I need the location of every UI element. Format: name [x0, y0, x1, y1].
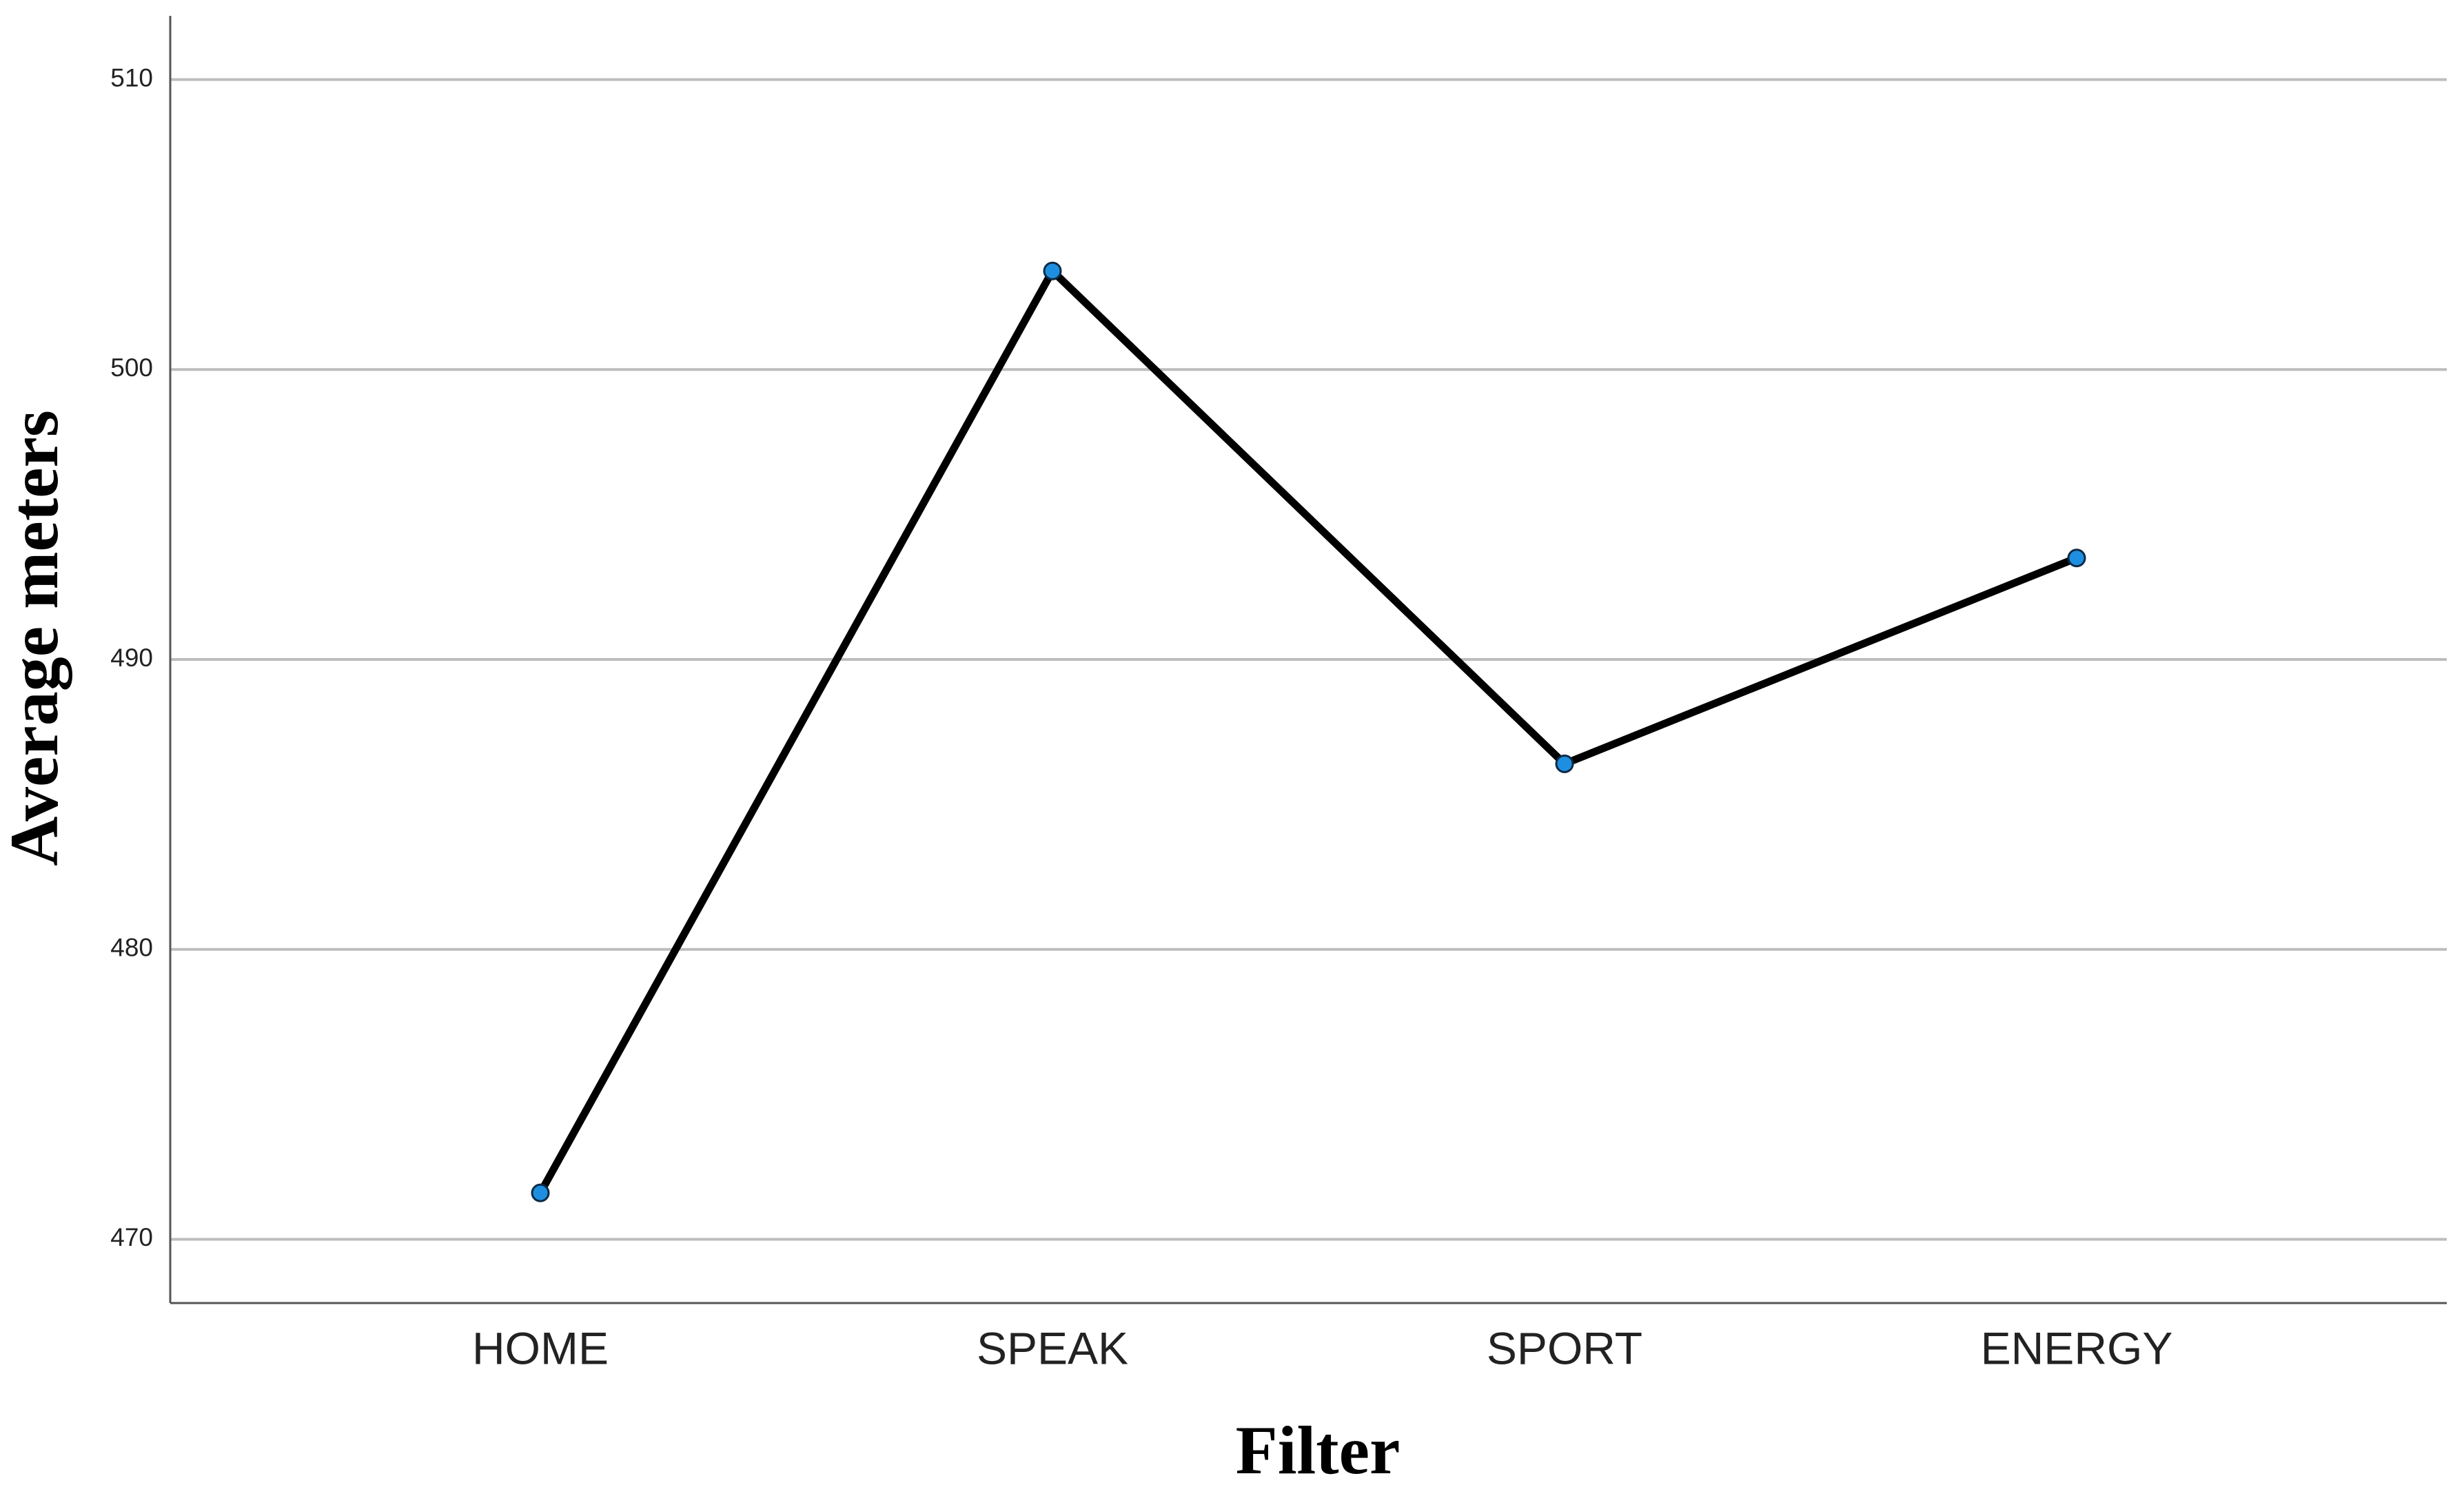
y-tick-label: 500: [110, 353, 153, 382]
y-tick-label: 490: [110, 644, 153, 672]
y-axis-title: Average meters: [0, 410, 72, 866]
x-tick-label: ENERGY: [1981, 1322, 2173, 1373]
y-tick-label: 470: [110, 1223, 153, 1251]
x-tick-label: HOME: [472, 1322, 609, 1373]
x-tick-label: SPEAK: [977, 1322, 1128, 1373]
y-tick-label: 480: [110, 934, 153, 962]
marker: [2067, 549, 2086, 568]
x-axis-title: Filter: [1236, 1412, 1401, 1488]
line: [536, 267, 2081, 1197]
marker: [531, 1183, 550, 1202]
marker: [1043, 261, 1062, 280]
marker: [1555, 754, 1574, 773]
x-tick-label: SPORT: [1487, 1322, 1642, 1373]
y-tick-label: 510: [110, 63, 153, 92]
